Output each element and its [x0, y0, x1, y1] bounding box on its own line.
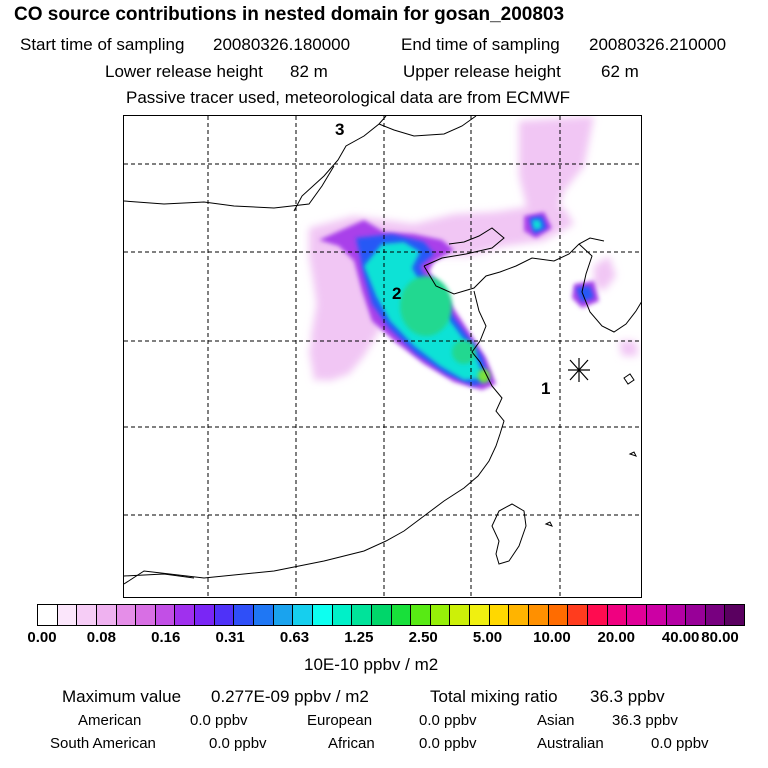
colorbar-swatch — [705, 605, 726, 625]
colorbar-swatch — [627, 605, 647, 625]
region-value-australian: 0.0 ppbv — [651, 735, 709, 752]
colorbar-tick-label: 0.31 — [215, 629, 245, 646]
plume-peak — [400, 276, 490, 383]
colorbar-swatch — [116, 605, 137, 625]
region-value-african: 0.0 ppbv — [419, 735, 477, 752]
region-value-american: 0.0 ppbv — [190, 712, 248, 729]
start-time-value: 20080326.180000 — [213, 35, 351, 54]
end-time-value: 20080326.210000 — [589, 35, 727, 54]
colorbar-swatch — [254, 605, 274, 625]
colorbar-swatch — [725, 605, 745, 625]
colorbar-swatch — [175, 605, 196, 625]
tracer-note: Passive tracer used, meteorological data… — [126, 88, 571, 107]
colorbar-swatch — [587, 605, 608, 625]
colorbar-swatch — [509, 605, 530, 625]
region-name-south-american: South American — [50, 735, 156, 752]
end-time-label: End time of sampling — [401, 35, 560, 54]
region-value-south-american: 0.0 ppbv — [209, 735, 267, 752]
colorbar-tick-label: 40.00 — [661, 629, 700, 646]
colorbar-swatch — [529, 605, 549, 625]
receptor-marker-icon — [568, 358, 590, 382]
region-name-african: African — [328, 735, 375, 752]
colorbar-unit: 10E-10 ppbv / m2 — [304, 655, 439, 674]
region-value-european: 0.0 ppbv — [419, 712, 477, 729]
colorbar-swatch — [195, 605, 215, 625]
colorbar-swatch — [607, 605, 628, 625]
colorbar-swatch — [77, 605, 97, 625]
colorbar-tick-label: 10.00 — [533, 629, 571, 646]
colorbar-swatch — [155, 605, 176, 625]
colorbar-swatch — [470, 605, 490, 625]
map-canvas — [124, 116, 641, 597]
map-label-1: 1 — [541, 379, 551, 398]
grid-lines — [124, 116, 641, 597]
colorbar-swatch — [489, 605, 510, 625]
colorbar-swatch — [38, 605, 58, 625]
colorbar-swatch — [234, 605, 255, 625]
colorbar-swatch — [646, 605, 667, 625]
colorbar-swatch — [136, 605, 156, 625]
total-mixing-label: Total mixing ratio — [430, 687, 558, 706]
colorbar-swatch — [57, 605, 78, 625]
colorbar-swatch — [391, 605, 412, 625]
map-label-2: 2 — [392, 284, 402, 303]
colorbar-swatch — [686, 605, 706, 625]
map-panel: 3 2 1 — [123, 115, 642, 598]
colorbar-tick-label: 80.00 — [701, 629, 739, 646]
colorbar-swatch — [312, 605, 333, 625]
coastlines — [124, 116, 641, 585]
colorbar-tick-label: 0.63 — [279, 629, 310, 646]
colorbar-tick-label: 2.50 — [408, 629, 438, 646]
colorbar-tick-label: 1.25 — [344, 629, 374, 646]
colorbar-swatch — [450, 605, 471, 625]
colorbar-swatch — [568, 605, 588, 625]
upper-release-value: 62 m — [601, 62, 639, 81]
colorbar — [37, 604, 745, 626]
colorbar-swatch — [273, 605, 294, 625]
colorbar-swatch — [430, 605, 451, 625]
colorbar-swatch — [548, 605, 569, 625]
page-title: CO source contributions in nested domain… — [14, 4, 565, 25]
start-time-label: Start time of sampling — [20, 35, 185, 54]
colorbar-tick-label: 0.00 — [27, 629, 57, 646]
colorbar-swatch — [214, 605, 235, 625]
colorbar-swatch — [411, 605, 431, 625]
region-name-european: European — [307, 712, 373, 729]
colorbar-swatch — [352, 605, 372, 625]
region-name-asian: Asian — [537, 712, 575, 729]
colorbar-tick-label: 5.00 — [472, 629, 503, 646]
total-mixing-value: 36.3 ppbv — [590, 687, 665, 706]
max-value: 0.277E-09 ppbv / m2 — [211, 687, 369, 706]
max-value-label: Maximum value — [62, 687, 182, 706]
region-value-asian: 36.3 ppbv — [612, 712, 678, 729]
colorbar-swatch — [332, 605, 353, 625]
upper-release-label: Upper release height — [403, 62, 561, 81]
colorbar-swatch — [293, 605, 313, 625]
colorbar-tick-label: 0.16 — [151, 629, 181, 646]
colorbar-swatch — [666, 605, 687, 625]
colorbar-tick-label: 20.00 — [597, 629, 636, 646]
colorbar-tick-label: 0.08 — [86, 629, 116, 646]
lower-release-value: 82 m — [290, 62, 328, 81]
colorbar-swatch — [96, 605, 117, 625]
region-name-australian: Australian — [537, 735, 604, 752]
region-name-american: American — [78, 712, 142, 729]
colorbar-swatch — [371, 605, 392, 625]
lower-release-label: Lower release height — [105, 62, 263, 81]
map-label-3: 3 — [335, 120, 345, 139]
